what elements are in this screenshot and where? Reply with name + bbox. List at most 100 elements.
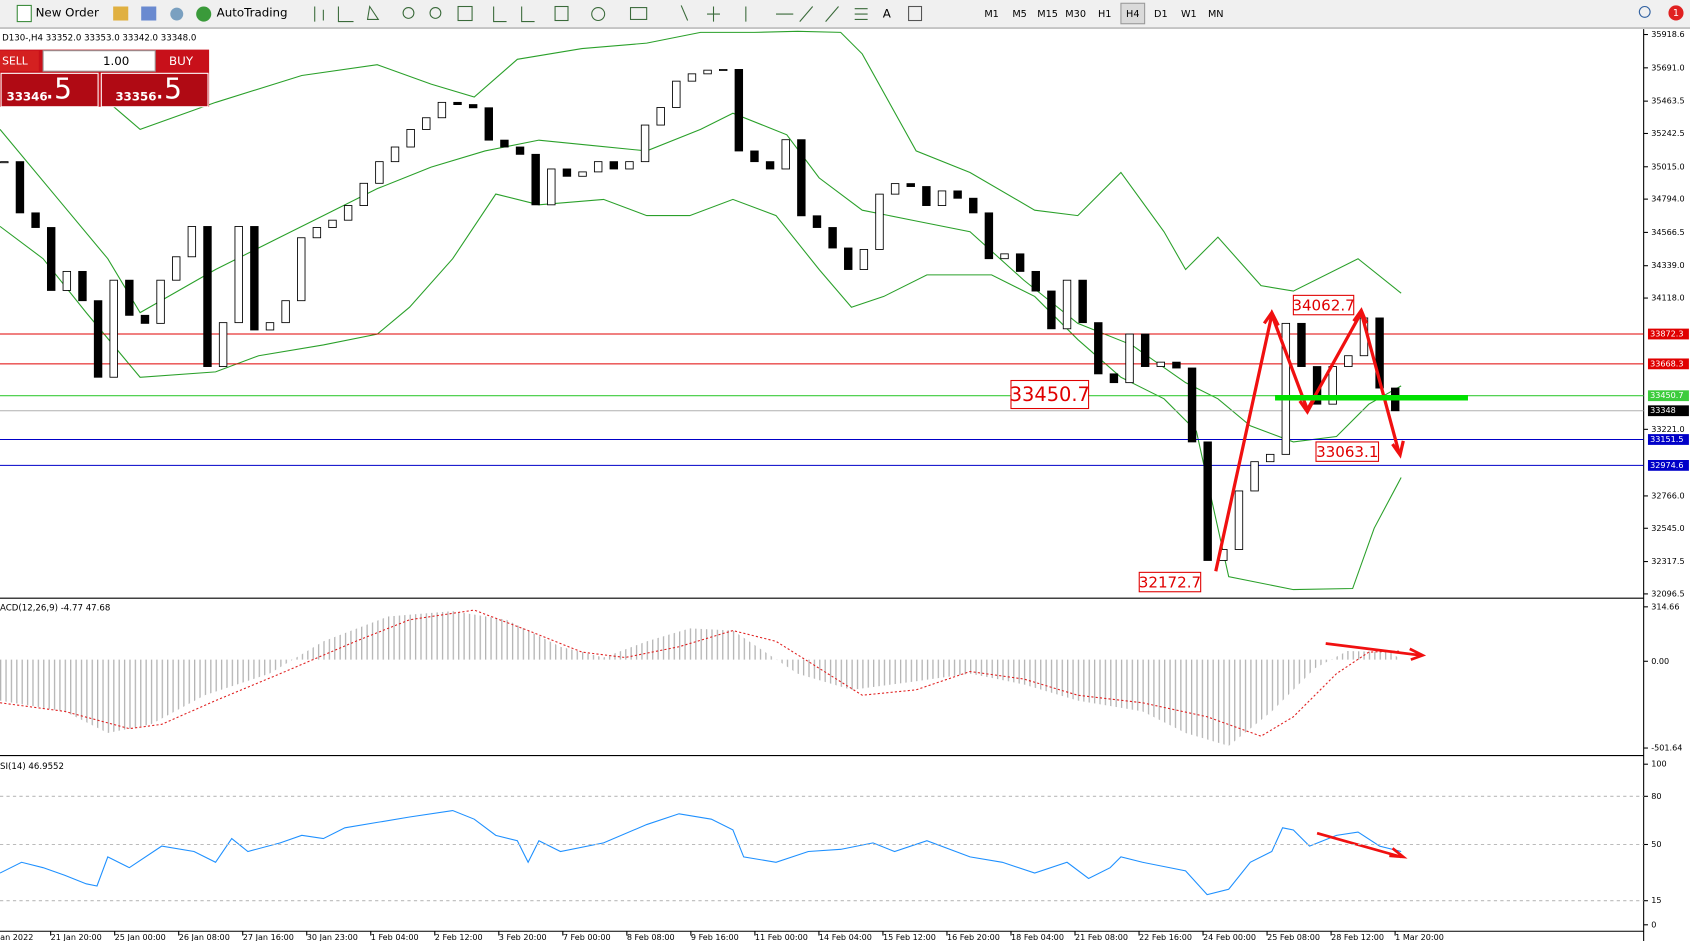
- new-order-icon[interactable]: [16, 4, 32, 23]
- rsi-tick-label: 100: [1651, 759, 1666, 769]
- rsi-tick-label: 0: [1651, 919, 1656, 929]
- timeframe[interactable]: H4: [1126, 9, 1139, 20]
- autotrading[interactable]: AutoTrading: [217, 5, 288, 19]
- toolbar: [0, 0, 1690, 29]
- time-label: 16 Feb 20:00: [947, 932, 1000, 941]
- candle: [562, 168, 572, 177]
- buy-label[interactable]: BUY: [169, 54, 194, 68]
- candle: [125, 279, 134, 316]
- time-label: 30 Jan 23:00: [307, 932, 358, 941]
- candle: [969, 197, 978, 214]
- candle: [1015, 253, 1025, 272]
- candle: [1125, 333, 1134, 384]
- candle: [422, 117, 431, 130]
- candle: [797, 139, 806, 217]
- bid-main[interactable]: 33346: [6, 90, 47, 104]
- price-level-box: [1647, 460, 1689, 471]
- candle: [1156, 361, 1166, 367]
- icon[interactable]: [908, 5, 923, 22]
- candle: [578, 171, 587, 177]
- candle: [812, 215, 822, 228]
- candle: [703, 69, 712, 75]
- candle: [734, 69, 744, 152]
- buy-price-box[interactable]: [100, 72, 209, 108]
- active-timeframe: [1120, 2, 1146, 25]
- candle: [203, 226, 212, 367]
- price-tick-label: 35015.0: [1651, 161, 1684, 171]
- candle: [687, 73, 697, 82]
- candle: [828, 227, 837, 249]
- candle: [844, 247, 853, 270]
- lots-input[interactable]: [42, 50, 156, 72]
- candle: [265, 322, 275, 331]
- timeframe[interactable]: M1: [984, 9, 999, 20]
- candle: [531, 153, 540, 206]
- candle: [78, 270, 87, 302]
- price-tick-label: 34339.0: [1651, 260, 1684, 270]
- timeframe[interactable]: W1: [1181, 9, 1197, 20]
- annotation: 34062.7: [1292, 297, 1354, 315]
- candle: [640, 124, 650, 163]
- timeframe[interactable]: H1: [1098, 9, 1111, 20]
- candle: [15, 161, 25, 214]
- candle: [172, 256, 181, 281]
- price-tick-label: 32096.5: [1651, 588, 1684, 598]
- search-icon[interactable]: [1638, 5, 1651, 18]
- price-tick-label: 33221.0: [1651, 424, 1684, 434]
- icon[interactable]: [141, 6, 157, 21]
- candle: [93, 300, 103, 378]
- annotation-box: [1138, 571, 1202, 593]
- candle: [312, 227, 322, 239]
- price-level-label: 33151.5: [1650, 434, 1683, 444]
- new-order[interactable]: New Order: [36, 5, 99, 19]
- ask-main[interactable]: 33356: [115, 90, 156, 104]
- lots-value[interactable]: 1.00: [103, 54, 129, 68]
- candle: [547, 168, 556, 206]
- time-label: 1 Feb 04:00: [371, 932, 419, 941]
- candle: [359, 182, 368, 206]
- annotation: 33450.7: [1010, 383, 1090, 406]
- candle: [156, 279, 165, 324]
- sell-label[interactable]: SELL: [2, 54, 28, 67]
- candle: [1140, 333, 1150, 367]
- candle: [453, 101, 462, 106]
- icon-text[interactable]: A: [883, 7, 891, 21]
- candle: [468, 104, 478, 109]
- candle: [609, 161, 619, 170]
- annotation-box: [1010, 379, 1090, 410]
- sell-price-box[interactable]: [0, 72, 99, 108]
- candle: [406, 129, 415, 148]
- autotrading-icon[interactable]: [196, 6, 212, 22]
- icon[interactable]: [170, 7, 184, 21]
- candle: [1234, 490, 1244, 550]
- candle: [1109, 373, 1119, 384]
- time-label: 14 Feb 04:00: [819, 932, 872, 941]
- annotation-box: [1292, 294, 1355, 316]
- price-level-label: 32974.6: [1650, 460, 1683, 470]
- timeframe[interactable]: M15: [1037, 9, 1058, 20]
- time-label: 11 Feb 00:00: [755, 932, 808, 941]
- price-tick-label: 35918.6: [1651, 29, 1684, 39]
- rsi-tick-label: 50: [1651, 839, 1661, 849]
- price-tick-label: 34118.0: [1651, 293, 1684, 303]
- candle: [922, 186, 931, 206]
- time-label: 18 Feb 04:00: [1011, 932, 1064, 941]
- icon[interactable]: [113, 6, 129, 21]
- candle: [250, 226, 259, 331]
- candle: [484, 107, 493, 141]
- candle: [109, 279, 118, 378]
- sell-button[interactable]: [0, 50, 39, 72]
- candle: [1172, 361, 1181, 369]
- ask-pips[interactable]: .5: [155, 73, 182, 106]
- timeframe[interactable]: M30: [1065, 9, 1086, 20]
- candle: [1187, 367, 1197, 443]
- timeframe[interactable]: M5: [1012, 9, 1027, 20]
- notification-badge[interactable]: [1668, 5, 1684, 21]
- timeframe[interactable]: D1: [1154, 9, 1168, 20]
- macd-tick-label: 314.66: [1651, 601, 1679, 611]
- candle: [1000, 253, 1009, 260]
- timeframe[interactable]: MN: [1208, 9, 1224, 20]
- price-tick-label: 34566.5: [1651, 227, 1684, 237]
- bid-pips[interactable]: .5: [45, 73, 72, 106]
